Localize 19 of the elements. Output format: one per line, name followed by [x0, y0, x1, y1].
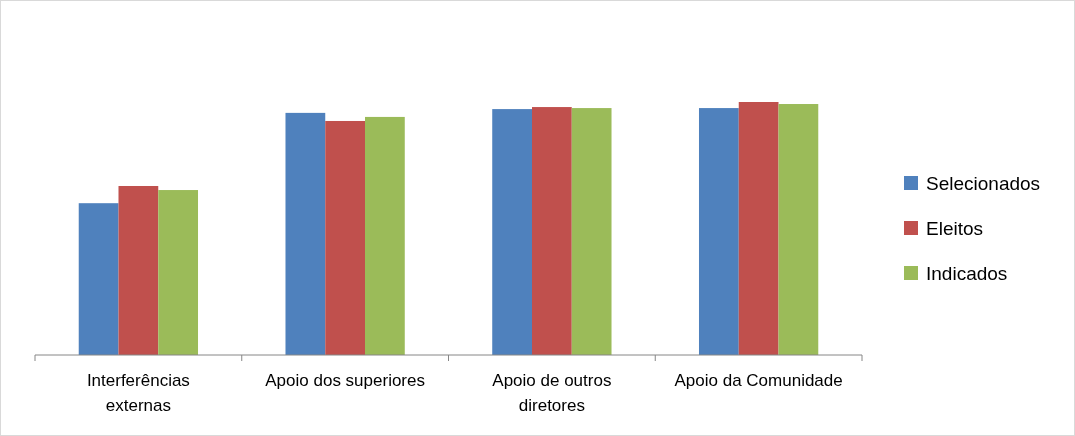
bar: [492, 109, 532, 355]
bar: [698, 108, 739, 355]
bar: [118, 186, 159, 355]
legend-label: Eleitos: [926, 218, 984, 239]
x-tick-label: Apoio da Comunidade: [674, 371, 843, 390]
bar: [325, 120, 365, 355]
x-tick-label: Apoio de outros diretores: [492, 371, 612, 415]
x-tick-label: Apoio dos superiores: [265, 371, 425, 390]
bar: [571, 108, 612, 355]
bar: [78, 203, 119, 355]
legend-label: Indicados: [926, 263, 1008, 284]
bar: [158, 190, 199, 355]
bar: [285, 112, 326, 355]
bar: [532, 107, 572, 355]
legend-label: Selecionados: [926, 173, 1041, 194]
bar: [738, 102, 779, 355]
bar: [365, 116, 405, 355]
x-tick-label: Interferências externas: [86, 371, 190, 415]
bar: [778, 104, 819, 355]
